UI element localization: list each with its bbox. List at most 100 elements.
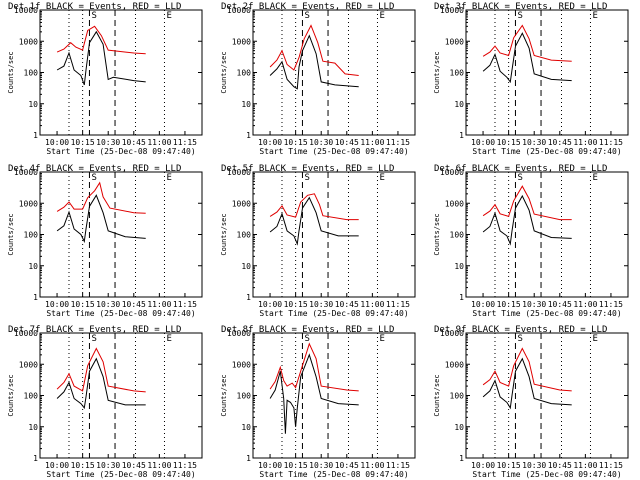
end-marker: E bbox=[379, 11, 384, 21]
x-tick-label: 10:45 bbox=[548, 461, 572, 470]
start-marker: S bbox=[304, 173, 309, 183]
y-tick-label: 10000 bbox=[440, 168, 464, 177]
x-tick-label: 10:15 bbox=[284, 138, 308, 147]
end-marker: E bbox=[592, 334, 597, 344]
y-tick-label: 1 bbox=[246, 454, 251, 463]
x-tick-label: 11:15 bbox=[173, 461, 197, 470]
plot-frame bbox=[39, 9, 203, 136]
end-marker: E bbox=[166, 173, 171, 183]
start-marker: S bbox=[517, 334, 522, 344]
y-tick-label: 100 bbox=[450, 69, 465, 78]
x-axis-label: Start Time (25-Dec-08 09:47:40) bbox=[259, 309, 408, 318]
series-events-line bbox=[269, 353, 359, 434]
x-tick-label: 10:00 bbox=[471, 138, 495, 147]
x-tick-label: 11:15 bbox=[599, 300, 623, 309]
y-tick-label: 10 bbox=[28, 262, 38, 271]
x-tick-label: 10:00 bbox=[471, 300, 495, 309]
plot-frame bbox=[252, 9, 416, 136]
x-tick-label: 10:00 bbox=[471, 461, 495, 470]
y-tick-label: 1000 bbox=[19, 199, 38, 208]
y-tick-label: 10 bbox=[241, 423, 251, 432]
x-tick-label: 11:00 bbox=[573, 138, 597, 147]
end-marker: E bbox=[166, 11, 171, 21]
y-tick-label: 1 bbox=[459, 293, 464, 302]
series-events-line bbox=[56, 357, 146, 410]
x-tick-label: 10:15 bbox=[71, 300, 95, 309]
x-axis-label: Start Time (25-Dec-08 09:47:40) bbox=[259, 470, 408, 479]
x-tick-label: 10:15 bbox=[71, 138, 95, 147]
series-events-line bbox=[482, 194, 572, 246]
series-events-line bbox=[482, 357, 572, 410]
series-lld-line bbox=[269, 342, 359, 392]
x-tick-label: 10:45 bbox=[122, 300, 146, 309]
x-tick-label: 11:00 bbox=[147, 300, 171, 309]
x-tick-label: 10:30 bbox=[309, 138, 333, 147]
x-tick-label: 11:00 bbox=[147, 461, 171, 470]
y-tick-label: 1 bbox=[33, 454, 38, 463]
x-axis-label: Start Time (25-Dec-08 09:47:40) bbox=[472, 147, 621, 156]
y-tick-label: 10000 bbox=[227, 6, 251, 15]
y-tick-label: 10 bbox=[454, 100, 464, 109]
y-tick-label: 10 bbox=[241, 262, 251, 271]
series-lld-line bbox=[482, 347, 572, 392]
x-tick-label: 11:00 bbox=[573, 461, 597, 470]
end-marker: E bbox=[166, 334, 171, 344]
y-axis-label: Counts/sec bbox=[7, 51, 15, 93]
y-tick-label: 100 bbox=[24, 69, 39, 78]
y-tick-label: 1 bbox=[33, 131, 38, 140]
x-axis-label: Start Time (25-Dec-08 09:47:40) bbox=[472, 470, 621, 479]
x-tick-label: 10:15 bbox=[497, 138, 521, 147]
y-tick-label: 10000 bbox=[14, 329, 38, 338]
x-tick-label: 10:00 bbox=[45, 138, 69, 147]
y-tick-label: 10 bbox=[28, 423, 38, 432]
x-tick-label: 11:15 bbox=[386, 138, 410, 147]
end-marker: E bbox=[379, 173, 384, 183]
x-tick-label: 11:00 bbox=[360, 300, 384, 309]
y-tick-label: 1000 bbox=[232, 360, 251, 369]
y-tick-label: 10000 bbox=[14, 168, 38, 177]
start-marker: S bbox=[91, 334, 96, 344]
y-tick-label: 1 bbox=[246, 131, 251, 140]
plot-frame bbox=[39, 332, 203, 459]
start-marker: S bbox=[517, 173, 522, 183]
x-tick-label: 10:45 bbox=[548, 138, 572, 147]
x-tick-label: 10:30 bbox=[522, 461, 546, 470]
series-lld-line bbox=[56, 347, 146, 393]
y-tick-label: 1000 bbox=[232, 199, 251, 208]
end-marker: E bbox=[592, 11, 597, 21]
y-axis-label: Counts/sec bbox=[433, 374, 441, 416]
y-tick-label: 100 bbox=[24, 231, 39, 240]
x-axis-label: Start Time (25-Dec-08 09:47:40) bbox=[46, 147, 195, 156]
y-tick-label: 1 bbox=[459, 454, 464, 463]
y-tick-label: 100 bbox=[24, 392, 39, 401]
y-tick-label: 1 bbox=[246, 293, 251, 302]
x-tick-label: 10:00 bbox=[258, 138, 282, 147]
x-tick-label: 10:45 bbox=[122, 138, 146, 147]
y-axis-label: Counts/sec bbox=[220, 213, 228, 255]
y-tick-label: 1000 bbox=[445, 360, 464, 369]
y-tick-label: 10000 bbox=[14, 6, 38, 15]
x-tick-label: 10:45 bbox=[335, 461, 359, 470]
plot-title: Det 5f BLACK = Events, RED = LLD bbox=[221, 164, 394, 174]
x-tick-label: 10:30 bbox=[96, 300, 120, 309]
plot-frame bbox=[252, 332, 416, 459]
series-events-line bbox=[56, 194, 146, 244]
x-tick-label: 10:15 bbox=[284, 300, 308, 309]
plot-frame bbox=[465, 9, 629, 136]
x-axis-label: Start Time (25-Dec-08 09:47:40) bbox=[259, 147, 408, 156]
x-axis-label: Start Time (25-Dec-08 09:47:40) bbox=[46, 309, 195, 318]
y-tick-label: 1000 bbox=[232, 37, 251, 46]
y-tick-label: 10 bbox=[454, 423, 464, 432]
y-tick-label: 100 bbox=[237, 69, 252, 78]
x-tick-label: 10:15 bbox=[71, 461, 95, 470]
x-tick-label: 11:00 bbox=[360, 138, 384, 147]
start-marker: S bbox=[517, 11, 522, 21]
start-marker: S bbox=[91, 173, 96, 183]
end-marker: E bbox=[592, 173, 597, 183]
